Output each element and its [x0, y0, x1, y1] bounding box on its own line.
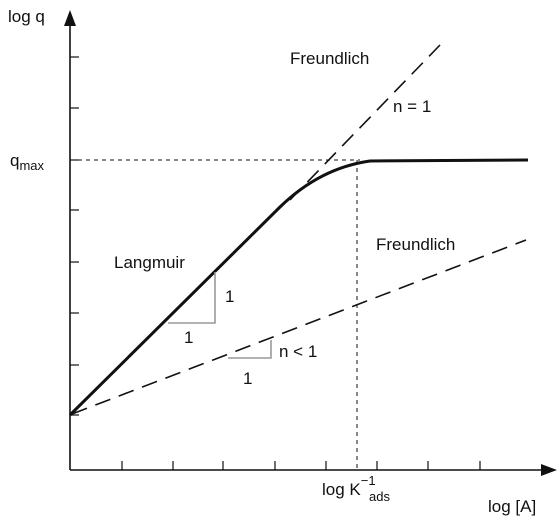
logk-label: log K−1 ads: [322, 473, 390, 504]
langmuir-rise: 1: [225, 287, 234, 306]
y-ticks: [70, 56, 79, 416]
freundlich-n1-line: [289, 44, 441, 201]
freundlich-nlt1-run: 1: [243, 369, 252, 388]
y-axis-label: log q: [8, 7, 45, 26]
langmuir-slope-triangle: [168, 272, 216, 324]
freundlich-nlt1-line: [71, 239, 527, 415]
qmax-subscript: max: [19, 158, 44, 173]
logk-base: log K: [322, 480, 361, 499]
langmuir-run: 1: [184, 328, 193, 347]
qmax-label: qmax: [10, 151, 45, 173]
y-arrow: [64, 10, 76, 26]
freundlich-nlt1-name: Freundlich: [376, 235, 455, 254]
x-ticks: [121, 461, 481, 470]
logk-subscript: ads: [369, 489, 390, 504]
freundlich-n1-slope: n = 1: [393, 97, 431, 116]
logk-superscript: −1: [361, 473, 376, 488]
x-axis-label: log [A]: [488, 497, 536, 516]
freundlich-n1-name: Freundlich: [290, 49, 369, 68]
langmuir-curve: [68, 158, 529, 417]
langmuir-name: Langmuir: [114, 253, 185, 272]
x-arrow: [541, 464, 557, 476]
freundlich-nlt1-slope: n < 1: [279, 342, 317, 361]
qmax-base: q: [10, 151, 19, 170]
freundlich-slope-triangle: [228, 340, 272, 359]
